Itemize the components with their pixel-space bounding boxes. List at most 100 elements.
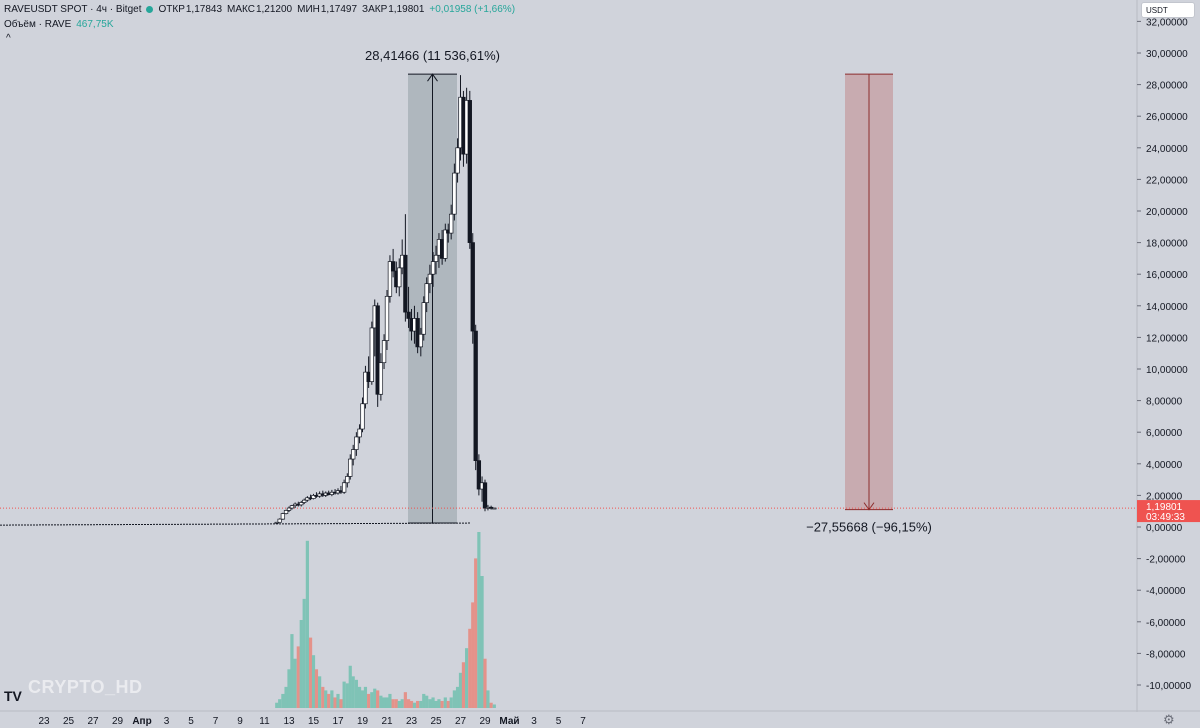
volume-bar (480, 576, 484, 708)
arrow-down-icon (863, 502, 875, 511)
volume-bar (360, 690, 365, 708)
candle-body (424, 283, 429, 303)
tradingview-logo[interactable]: TV (4, 688, 22, 704)
pre-listing-line (0, 507, 1137, 526)
y-tick-label: 28,00000 (1146, 81, 1188, 92)
volume-histogram (275, 532, 496, 708)
volume-bar (486, 690, 490, 708)
volume-label[interactable]: Объём · RAVE (4, 19, 72, 30)
volume-bar (296, 646, 300, 708)
candle-body (473, 330, 478, 461)
volume-bar (400, 699, 404, 708)
change-value: +0,01958 (+1,66%) (429, 4, 516, 15)
volume-bar (440, 700, 444, 708)
y-tick-label: 6,00000 (1146, 428, 1183, 439)
volume-bar (397, 700, 401, 708)
currency-selector[interactable]: USDT (1141, 2, 1195, 18)
candle-body (384, 295, 390, 341)
collapse-chevron-icon[interactable]: ^ (6, 33, 11, 44)
volume-bar (342, 681, 346, 708)
volume-bar (290, 634, 294, 708)
candle-body (452, 172, 457, 215)
y-tick-label: -10,00000 (1146, 681, 1191, 692)
candle-body (470, 242, 475, 332)
volume-bar (324, 690, 328, 708)
candle-body (492, 507, 497, 510)
x-tick-label: 7 (580, 716, 586, 727)
candle-body (433, 254, 439, 262)
candle-body (415, 318, 420, 348)
candle-body (311, 495, 316, 499)
candle-body (348, 458, 353, 477)
volume-bar (354, 679, 358, 708)
candles (274, 75, 497, 524)
price-countdown: 03:49:33 (1146, 512, 1185, 523)
candle-body (286, 507, 292, 511)
volume-bar (367, 693, 371, 708)
volume-bar (357, 686, 362, 708)
candle-body (430, 261, 436, 275)
candle-body (403, 254, 408, 313)
candle-body (476, 460, 482, 490)
y-tick-label: 24,00000 (1146, 144, 1188, 155)
y-tick-label: 0,00000 (1146, 523, 1183, 534)
candle-body (274, 521, 279, 524)
volume-bar (471, 602, 475, 708)
volume-bar (314, 669, 319, 708)
candle-body (427, 273, 433, 285)
x-tick-label: 7 (213, 716, 219, 727)
volume-bar (308, 637, 313, 708)
volume-bar (351, 676, 355, 708)
candle-body (302, 499, 307, 503)
y-tick-label: 30,00000 (1146, 49, 1188, 60)
measure-up-label: 28,41466 (11 536,61%) (365, 48, 500, 63)
x-tick-label: 27 (87, 716, 99, 727)
volume-bar (492, 704, 496, 708)
volume-bar (311, 655, 316, 708)
y-tick-label: 18,00000 (1146, 239, 1188, 250)
x-tick-label: 19 (357, 716, 369, 727)
x-tick-label: 13 (283, 716, 295, 727)
volume-value: 467,75K (76, 19, 114, 30)
close-value: 1,19801 (388, 4, 425, 15)
candle-body (354, 436, 359, 450)
annotations: 28,41466 (11 536,61%) −27,55668 (−96,15%) (365, 48, 932, 534)
candle-body (357, 428, 362, 438)
y-tick-label: 22,00000 (1146, 175, 1188, 186)
volume-bar (284, 686, 288, 708)
volume-bar (333, 697, 337, 708)
volume-bar (382, 697, 386, 708)
x-tick-label: 25 (430, 716, 442, 727)
volume-bar (318, 676, 322, 708)
x-tick-label: 29 (112, 716, 124, 727)
volume-bar (388, 693, 392, 708)
x-tick-label: 5 (188, 716, 194, 727)
candle-body (390, 261, 396, 272)
y-tick-label: -4,00000 (1146, 586, 1186, 597)
last-price-value: 1,19801 (1146, 502, 1183, 513)
volume-bar (425, 695, 429, 708)
candle-body (289, 505, 295, 509)
symbol-title[interactable]: RAVEUSDT SPOT · 4ч · Bitget (4, 4, 142, 15)
y-tick-label: 10,00000 (1146, 365, 1188, 376)
volume-bar (449, 697, 453, 708)
volume-bar (373, 688, 377, 708)
candle-body (363, 371, 368, 405)
x-tick-label: 5 (556, 716, 562, 727)
y-tick-label: 14,00000 (1146, 302, 1188, 313)
candle-body (467, 100, 472, 243)
volume-bar (474, 558, 478, 708)
y-tick-label: 16,00000 (1146, 270, 1188, 281)
y-tick-label: 2,00000 (1146, 491, 1183, 502)
gear-icon[interactable]: ⚙ (1163, 712, 1175, 727)
candle-body (369, 327, 374, 382)
candle-body (381, 340, 387, 364)
candle-body (341, 482, 347, 493)
x-tick-label: 25 (63, 716, 75, 727)
candle-body (421, 302, 426, 335)
volume-bar (302, 598, 306, 708)
y-tick-label: 8,00000 (1146, 397, 1183, 408)
x-tick-label: 21 (381, 716, 393, 727)
volume-bar (348, 665, 352, 708)
